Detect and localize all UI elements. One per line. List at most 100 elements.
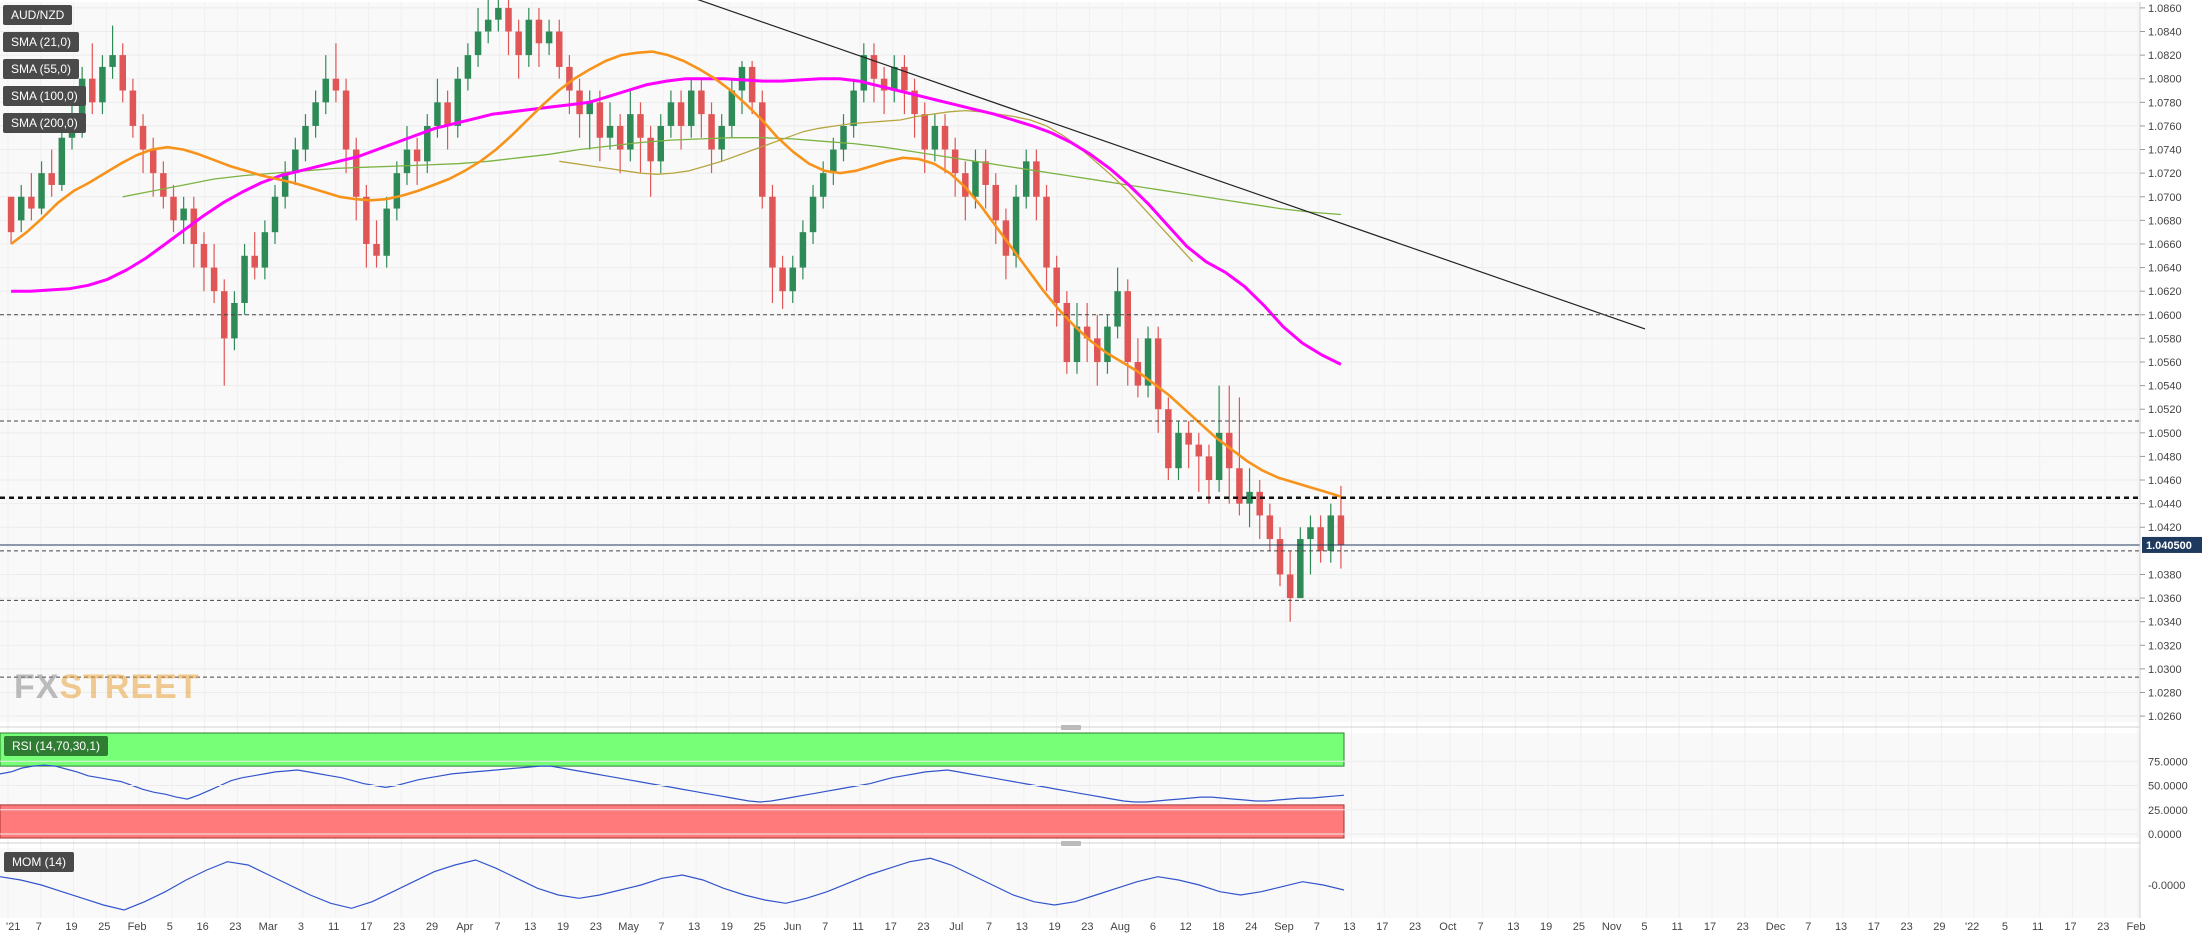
price-tag-label: 1.040500	[2146, 540, 2192, 552]
candle	[1165, 397, 1172, 481]
time-axis: '21 7 19 25 Feb 5 16 23 Mar 3 11 17 23 29 Apr 7 13 19 23 Ma…	[6, 921, 2145, 933]
candle-body	[1154, 338, 1162, 410]
candle	[383, 196, 390, 268]
time-tick-label: 7	[986, 921, 992, 933]
candle	[515, 19, 522, 79]
candle-body	[627, 114, 634, 150]
time-tick-label: 23	[393, 921, 405, 933]
time-tick-label: 19	[1540, 921, 1552, 933]
candle-body	[698, 90, 705, 115]
panel-resize-handle	[1061, 841, 1081, 846]
candle-body	[373, 243, 380, 256]
candle-body	[870, 55, 878, 79]
rsi-line	[0, 764, 1345, 803]
candle	[413, 137, 421, 185]
candle-body	[38, 173, 45, 209]
candle-body	[160, 173, 167, 197]
candle	[982, 149, 989, 209]
candle-body	[383, 208, 390, 256]
candle	[7, 196, 15, 244]
watermark-part2: STREET	[59, 668, 200, 706]
sma200-legend[interactable]: SMA (200,0)	[3, 113, 86, 133]
time-tick-label: 29	[426, 921, 438, 933]
symbol-label[interactable]: AUD/NZD	[3, 5, 73, 25]
candle-body	[556, 31, 563, 67]
candle-body	[363, 196, 370, 244]
candle-body	[972, 161, 979, 197]
candle-body	[992, 184, 1000, 221]
trendline	[697, 0, 1646, 330]
candle	[190, 196, 198, 268]
candle-body	[190, 208, 198, 244]
rsi-overbought-band	[0, 732, 1345, 767]
price-tick-label: 1.0560	[2148, 357, 2182, 369]
time-tick-label: 16	[196, 921, 208, 933]
time-tick-label: 23	[2097, 921, 2109, 933]
candle	[627, 90, 634, 162]
candle	[170, 184, 177, 233]
candle-body	[1297, 539, 1304, 599]
time-tick-label: 19	[721, 921, 733, 933]
candle-body	[1073, 326, 1081, 362]
time-tick-label: 7	[822, 921, 828, 933]
candle	[109, 25, 116, 79]
sma100-line	[559, 109, 1194, 263]
sma55-legend[interactable]: SMA (55,0)	[3, 59, 80, 79]
time-tick-label: 17	[1868, 921, 1880, 933]
candle-body	[444, 102, 451, 126]
candle	[1144, 326, 1152, 398]
mom-tick-label: -0.0000	[2148, 880, 2185, 892]
candle	[1033, 149, 1040, 221]
candle	[149, 137, 157, 197]
candle	[1114, 267, 1121, 339]
candle	[99, 55, 106, 115]
time-tick-label: 23	[1081, 921, 1093, 933]
time-tick-label: Oct	[1439, 921, 1456, 933]
candle-body	[1205, 456, 1213, 481]
fxstreet-watermark: FXSTREET	[14, 668, 200, 707]
time-tick-label: 23	[1900, 921, 1912, 933]
candle	[748, 61, 756, 115]
rsi-tick-label: 50.0000	[2148, 781, 2188, 793]
candle-body	[403, 149, 411, 174]
mom-legend[interactable]: MOM (14)	[4, 852, 74, 872]
candle-body	[1337, 515, 1345, 545]
candle	[779, 255, 786, 309]
sma100-legend[interactable]: SMA (100,0)	[3, 86, 86, 106]
candle-body	[1317, 527, 1324, 551]
candle	[495, 0, 502, 32]
candle-body	[241, 255, 248, 303]
candle	[606, 102, 614, 150]
candle	[251, 232, 258, 280]
candle-body	[28, 196, 35, 209]
candle	[271, 184, 279, 244]
price-tick-label: 1.0460	[2148, 475, 2182, 487]
price-axis: 1.0860 1.0840 1.0820 1.0800 1.0780 1.0760 1.07…	[2140, 3, 2182, 723]
sma21-legend[interactable]: SMA (21,0)	[3, 32, 80, 52]
candle	[698, 78, 705, 138]
candle-body	[1286, 574, 1294, 599]
candle-body	[789, 267, 796, 292]
time-tick-label: Apr	[456, 921, 473, 933]
candle-body	[332, 78, 340, 91]
time-tick-label: 7	[658, 921, 664, 933]
candle-body	[251, 255, 258, 268]
time-tick-label: 11	[852, 921, 863, 933]
candle-body	[322, 78, 330, 103]
candle-body	[850, 90, 857, 126]
candle-body	[596, 102, 604, 138]
time-tick-label: 13	[1016, 921, 1028, 933]
candle	[657, 114, 665, 174]
time-tick-label: 5	[2002, 921, 2008, 933]
candle	[1195, 432, 1203, 492]
candles	[7, 0, 1345, 622]
candle	[454, 66, 461, 138]
price-tick-label: 1.0520	[2148, 404, 2182, 416]
candle-body	[677, 102, 685, 126]
candle	[424, 114, 431, 174]
candle	[799, 220, 807, 280]
candle-body	[921, 114, 928, 150]
time-tick-label: 17	[885, 921, 897, 933]
rsi-legend[interactable]: RSI (14,70,30,1)	[4, 736, 109, 756]
candle	[931, 114, 939, 162]
